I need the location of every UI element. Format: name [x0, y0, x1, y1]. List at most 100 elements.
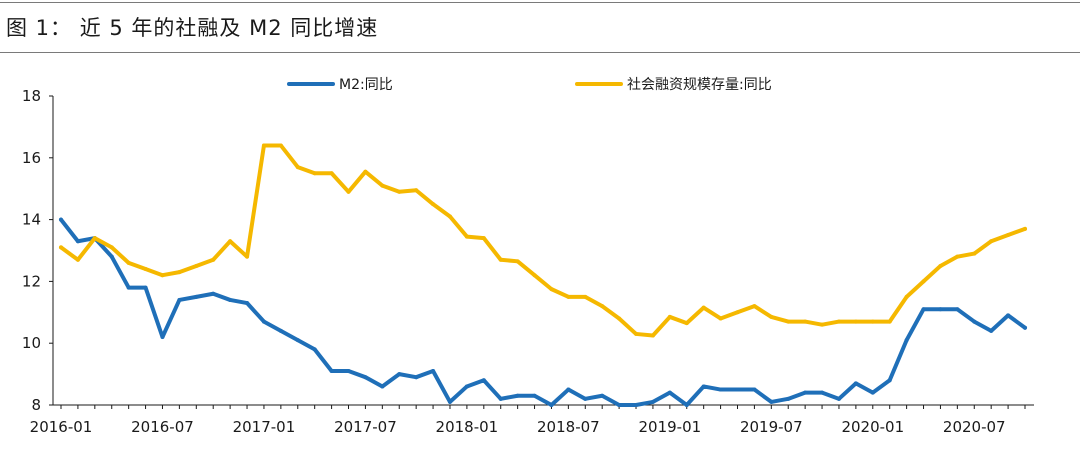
data-point: [735, 310, 740, 315]
data-point: [870, 319, 875, 324]
data-point: [532, 273, 537, 278]
data-point: [75, 257, 80, 262]
figure-title: 图 1： 近 5 年的社融及 M2 同比增速: [6, 16, 379, 40]
y-tick-label: 8: [31, 396, 41, 414]
data-point: [464, 384, 469, 389]
data-point: [75, 239, 80, 244]
data-point: [228, 239, 233, 244]
legend: M2:同比 社会融资规模存量:同比: [287, 77, 772, 93]
data-point: [261, 143, 266, 148]
data-point: [59, 245, 63, 250]
data-point: [431, 369, 436, 374]
y-tick-label: 12: [22, 272, 41, 290]
data-point: [278, 143, 283, 148]
y-tick-label: 16: [22, 149, 41, 167]
data-point: [126, 285, 131, 290]
data-point: [634, 331, 639, 336]
data-point: [59, 217, 63, 222]
data-point: [481, 378, 486, 383]
data-point: [380, 384, 385, 389]
data-point: [431, 202, 436, 207]
data-point: [160, 335, 165, 340]
data-point: [887, 378, 892, 383]
data-point: [634, 403, 639, 407]
series-layer: [59, 143, 1027, 407]
title-rule-bottom: [0, 52, 1080, 53]
data-point: [820, 390, 825, 395]
data-point: [549, 403, 554, 407]
series-line-0: [59, 217, 1027, 407]
data-point: [295, 165, 300, 170]
data-point: [684, 403, 689, 407]
data-point: [955, 307, 960, 312]
x-tick-label: 2019-01: [638, 418, 701, 436]
x-tick-label: 2017-07: [334, 418, 397, 436]
data-point: [143, 267, 148, 272]
data-point: [312, 347, 317, 352]
data-point: [194, 294, 199, 299]
data-point: [752, 304, 757, 309]
data-point: [650, 333, 655, 338]
data-point: [989, 328, 994, 333]
data-point: [1006, 233, 1011, 238]
data-point: [245, 301, 250, 306]
data-point: [752, 387, 757, 392]
data-point: [515, 393, 520, 398]
y-tick-label: 18: [22, 87, 41, 105]
data-point: [126, 260, 131, 265]
x-tick-label: 2016-01: [30, 418, 93, 436]
data-point: [261, 319, 266, 324]
data-point: [769, 314, 774, 319]
data-point: [295, 338, 300, 343]
x-tick-label: 2018-01: [436, 418, 499, 436]
data-point: [177, 297, 182, 302]
data-point: [718, 387, 723, 392]
x-tick-label: 2019-07: [740, 418, 803, 436]
data-point: [228, 297, 233, 302]
data-point: [583, 294, 588, 299]
data-point: [532, 393, 537, 398]
data-point: [786, 319, 791, 324]
data-point: [820, 322, 825, 327]
data-point: [600, 304, 605, 309]
legend-label-0: M2:同比: [339, 77, 393, 93]
data-point: [194, 263, 199, 268]
data-point: [921, 307, 926, 312]
data-point: [278, 328, 283, 333]
x-tick-label: 2016-07: [131, 418, 194, 436]
data-point: [870, 390, 875, 395]
data-point: [329, 369, 334, 374]
data-point: [938, 307, 943, 312]
data-point: [887, 319, 892, 324]
data-point: [904, 338, 909, 343]
data-point: [701, 384, 706, 389]
data-point: [1023, 325, 1027, 330]
data-point: [363, 375, 368, 380]
y-tick-label: 14: [22, 211, 41, 229]
data-point: [955, 254, 960, 259]
data-point: [92, 236, 97, 241]
data-point: [447, 214, 452, 219]
data-point: [803, 390, 808, 395]
data-point: [667, 314, 672, 319]
data-point: [109, 254, 114, 259]
data-point: [447, 399, 452, 404]
data-point: [549, 287, 554, 292]
data-point: [989, 239, 994, 244]
data-point: [667, 390, 672, 395]
data-point: [650, 399, 655, 404]
data-point: [853, 319, 858, 324]
title-rule-top: [0, 2, 1080, 3]
data-point: [515, 259, 520, 264]
data-point: [397, 372, 402, 377]
data-point: [786, 396, 791, 401]
series-line-1: [59, 143, 1027, 338]
data-point: [769, 399, 774, 404]
data-point: [803, 319, 808, 324]
data-point: [972, 319, 977, 324]
x-tick-label: 2020-01: [841, 418, 904, 436]
data-point: [380, 183, 385, 188]
data-point: [363, 169, 368, 174]
data-point: [853, 381, 858, 386]
